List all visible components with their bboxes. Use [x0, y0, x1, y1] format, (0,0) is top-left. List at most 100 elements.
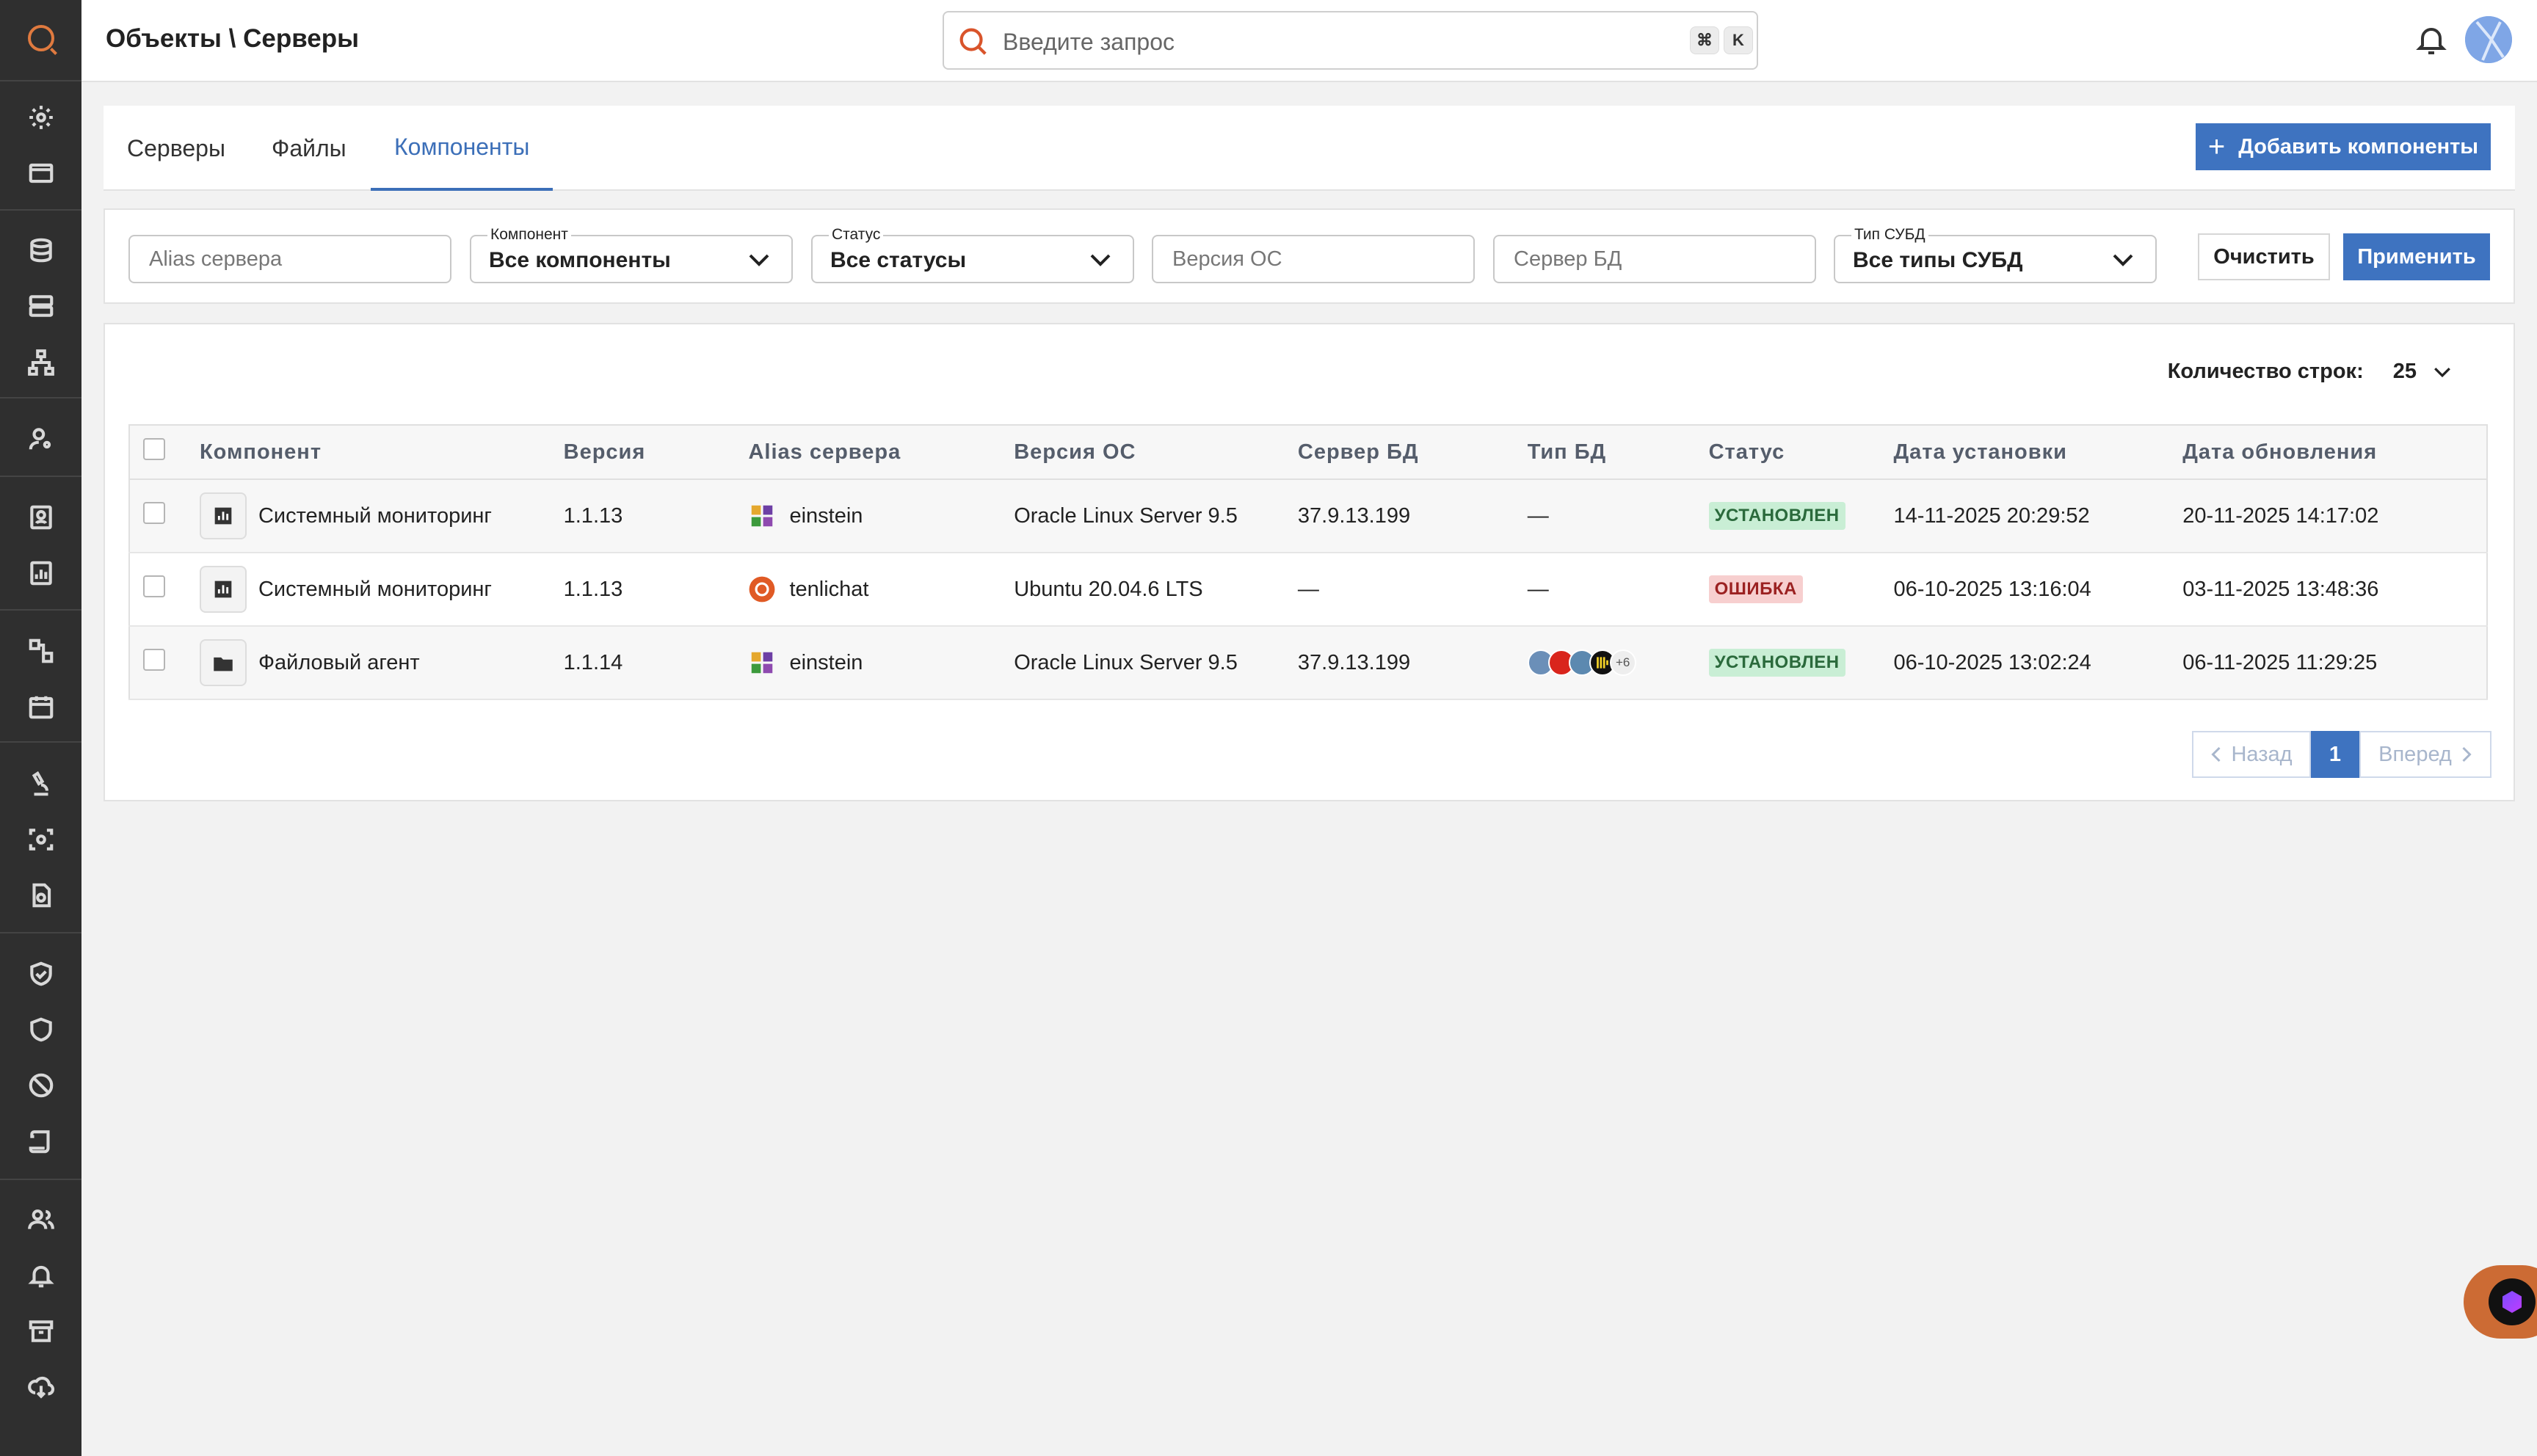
avatar[interactable] — [2465, 16, 2512, 63]
column-header[interactable]: Версия ОС — [1014, 425, 1298, 480]
microscope-icon[interactable] — [27, 770, 55, 798]
sidebar-divider — [0, 397, 81, 398]
table-row[interactable]: Файловый агент 1.1.14 einstein Oracle Li… — [129, 626, 2487, 700]
table-row[interactable]: Системный мониторинг 1.1.13 einstein Ora… — [129, 479, 2487, 553]
prev-page-button[interactable]: Назад — [2192, 731, 2311, 778]
column-header[interactable]: Статус — [1708, 425, 1894, 480]
row-checkbox[interactable] — [143, 575, 165, 597]
db-type-icons[interactable]: +6 — [1527, 649, 1709, 676]
os-version-filter-input[interactable]: Версия ОС — [1152, 235, 1475, 283]
contact-card-icon[interactable] — [27, 503, 55, 531]
search-input[interactable]: Введите запрос — [1003, 29, 1175, 55]
tab-components[interactable]: Компоненты — [371, 106, 554, 191]
oracle-linux-icon — [752, 505, 773, 527]
gear-icon[interactable] — [27, 103, 55, 131]
status-filter-select[interactable]: Статус Все статусы — [811, 226, 1134, 283]
sidebar-divider — [0, 209, 81, 211]
users-icon[interactable] — [27, 1206, 55, 1234]
server-alias[interactable]: einstein — [789, 503, 863, 528]
component-filter-select[interactable]: Компонент Все компоненты — [470, 226, 793, 283]
db-server-cell: 37.9.13.199 — [1297, 626, 1528, 700]
rows-per-page-label: Количество строк: — [2167, 360, 2364, 383]
table-row[interactable]: Системный мониторинг 1.1.13 tenlichat Ub… — [129, 553, 2487, 627]
db-type-cell: — — [1527, 479, 1709, 553]
alert-bell-icon[interactable] — [27, 1262, 55, 1289]
component-name: Файловый агент — [258, 650, 420, 674]
page-title: Объекты \ Серверы — [106, 24, 359, 53]
logo-icon[interactable] — [28, 25, 54, 51]
report-icon[interactable] — [27, 559, 55, 587]
folder-icon — [199, 639, 247, 686]
status-badge: ОШИБКА — [1708, 575, 1803, 603]
bell-icon[interactable] — [2414, 21, 2449, 59]
page-number-current[interactable]: 1 — [2311, 731, 2359, 778]
user-settings-icon[interactable] — [27, 425, 55, 453]
shield-icon[interactable] — [27, 1016, 55, 1044]
server-alias[interactable]: tenlichat — [789, 577, 869, 601]
chart-icon — [199, 492, 247, 539]
status-badge: УСТАНОВЛЕН — [1708, 502, 1845, 530]
sidebar-divider — [0, 932, 81, 933]
alias-filter-input[interactable]: Alias сервера — [128, 235, 451, 283]
db-server-filter-input[interactable]: Сервер БД — [1493, 235, 1816, 283]
dbms-filter-select[interactable]: Тип СУБД Все типы СУБД — [1834, 226, 2157, 283]
clear-button[interactable]: Очистить — [2198, 233, 2330, 280]
column-header[interactable]: Версия — [563, 425, 749, 480]
column-header[interactable]: Тип БД — [1527, 425, 1709, 480]
window-icon[interactable] — [27, 159, 55, 187]
servers-icon[interactable] — [27, 292, 55, 320]
mysql-icon — [1568, 649, 1595, 676]
column-header[interactable]: Компонент — [199, 425, 564, 480]
cloud-download-icon[interactable] — [27, 1373, 55, 1401]
scan-icon[interactable] — [27, 826, 55, 853]
network-icon[interactable] — [27, 349, 55, 376]
pagination: Назад 1 Вперед — [2192, 731, 2491, 778]
chevron-down-icon — [749, 254, 769, 266]
installed-date-cell: 06-10-2025 13:02:24 — [1893, 626, 2183, 700]
add-components-button[interactable]: + Добавить компоненты — [2196, 123, 2491, 170]
block-icon[interactable] — [27, 1071, 55, 1099]
installed-date-cell: 06-10-2025 13:16:04 — [1893, 553, 2183, 627]
column-header[interactable]: Сервер БД — [1297, 425, 1528, 480]
plus-icon: + — [2207, 131, 2226, 163]
status-badge: УСТАНОВЛЕН — [1708, 649, 1845, 677]
sidebar-divider — [0, 476, 81, 477]
assistant-button[interactable] — [2464, 1265, 2537, 1339]
database-icon[interactable] — [27, 236, 55, 264]
server-alias[interactable]: einstein — [789, 650, 863, 674]
select-all-checkbox[interactable] — [143, 438, 165, 460]
db-type-cell: — — [1527, 553, 1709, 627]
rows-per-page-select[interactable]: 25 — [2393, 360, 2452, 384]
calendar-icon[interactable] — [27, 693, 55, 721]
dbms-filter-label: Тип СУБД — [1851, 226, 1928, 244]
column-header[interactable]: Alias сервера — [748, 425, 1015, 480]
global-search[interactable]: Введите запрос ⌘ K — [943, 11, 1758, 70]
column-header[interactable]: Дата установки — [1893, 425, 2183, 480]
document-search-icon[interactable] — [27, 881, 55, 909]
column-header[interactable]: Дата обновления — [2182, 425, 2487, 480]
workflow-icon[interactable] — [27, 637, 55, 665]
status-filter-label: Статус — [829, 226, 884, 244]
next-page-button[interactable]: Вперед — [2359, 731, 2491, 778]
component-name: Системный мониторинг — [258, 503, 493, 528]
scroll-icon[interactable] — [27, 1127, 55, 1155]
tab-servers[interactable]: Серверы — [127, 134, 225, 161]
rows-per-page-value: 25 — [2392, 360, 2417, 383]
row-checkbox[interactable] — [143, 649, 165, 671]
apply-button[interactable]: Применить — [2343, 233, 2490, 280]
ubuntu-icon — [750, 576, 775, 603]
chart-icon — [199, 566, 247, 613]
component-filter-label: Компонент — [487, 226, 571, 244]
component-filter-value: Все компоненты — [489, 248, 671, 272]
shield-check-icon[interactable] — [27, 960, 55, 988]
tab-files[interactable]: Файлы — [272, 134, 346, 161]
chevron-down-icon — [1090, 254, 1111, 266]
updated-date-cell: 06-11-2025 11:29:25 — [2182, 626, 2487, 700]
version-cell: 1.1.13 — [563, 479, 749, 553]
db-server-cell: — — [1297, 553, 1528, 627]
add-components-label: Добавить компоненты — [2238, 134, 2479, 159]
db-type-more-count: +6 — [1609, 649, 1636, 676]
archive-icon[interactable] — [27, 1317, 55, 1345]
updated-date-cell: 20-11-2025 14:17:02 — [2182, 479, 2487, 553]
row-checkbox[interactable] — [143, 502, 165, 524]
